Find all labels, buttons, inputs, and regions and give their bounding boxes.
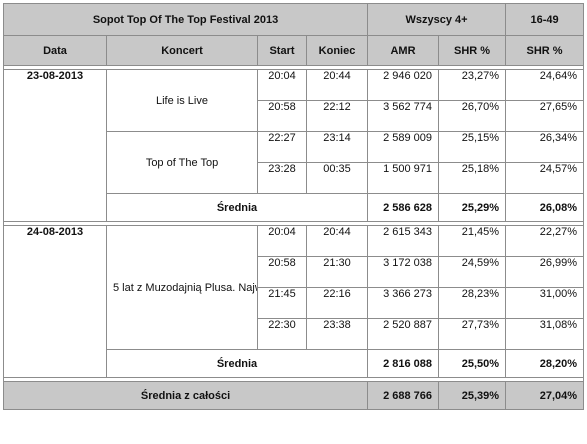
- column-header-concert: Koncert: [106, 35, 258, 66]
- column-header-start: Start: [257, 35, 307, 66]
- total-label: Średnia z całości: [2, 381, 369, 410]
- concert-cell: 5 lat z Muzodajnią Plusa. Największe prz…: [106, 225, 258, 350]
- shr-cell: 26,70%: [438, 100, 507, 132]
- average-label: Średnia: [105, 193, 369, 222]
- amr-cell: 1 500 971: [367, 162, 440, 194]
- end-cell: 22:12: [305, 100, 369, 132]
- average-amr: 2 586 628: [367, 193, 440, 222]
- column-header-date: Data: [3, 35, 107, 66]
- start-cell: 22:27: [257, 131, 307, 163]
- end-cell: 20:44: [305, 69, 369, 101]
- column-header-end: Koniec: [305, 35, 369, 66]
- table-row: 22:30 23:38 2 520 887 27,73% 31,08%: [4, 318, 585, 350]
- shr-cell: 25,18%: [438, 162, 507, 194]
- total-row: Średnia z całości 2 688 766 25,39% 27,04…: [2, 381, 585, 410]
- amr-cell: 3 562 774: [367, 100, 440, 132]
- start-cell: 20:58: [257, 100, 307, 132]
- shr-16-49-cell: 26,99%: [505, 256, 585, 288]
- average-shr-16-49: 28,20%: [505, 349, 585, 378]
- amr-cell: 2 520 887: [367, 318, 440, 350]
- average-shr: 25,29%: [438, 193, 507, 222]
- date-cell: 24-08-2013: [3, 225, 107, 378]
- start-cell: 20:58: [257, 256, 307, 288]
- end-cell: 20:44: [305, 225, 369, 257]
- amr-cell: 3 366 273: [367, 287, 440, 319]
- total-amr: 2 688 766: [367, 381, 440, 410]
- amr-cell: 2 946 020: [367, 69, 440, 101]
- date-cell: 23-08-2013: [3, 69, 107, 222]
- start-cell: 20:04: [257, 69, 307, 101]
- end-cell: 22:16: [305, 287, 369, 319]
- start-cell: 22:30: [257, 318, 307, 350]
- shr-16-49-cell: 31,00%: [505, 287, 585, 319]
- column-header-shr-16-49: SHR %: [505, 35, 585, 66]
- shr-16-49-cell: 24,57%: [505, 162, 585, 194]
- shr-cell: 25,15%: [438, 131, 507, 163]
- start-cell: 20:04: [257, 225, 307, 257]
- shr-16-49-cell: 24,64%: [505, 69, 585, 101]
- column-header-row: Data Koncert Start Koniec AMR SHR % SHR …: [3, 35, 585, 66]
- average-row: Średnia 2 816 088 25,50% 28,20%: [4, 349, 585, 378]
- audience-group-16-49: 16-49: [505, 3, 585, 36]
- shr-16-49-cell: 31,08%: [505, 318, 585, 350]
- column-header-amr: AMR: [367, 35, 440, 66]
- table-row: Top of The Top 22:27 23:14 2 589 009 25,…: [4, 131, 585, 194]
- shr-cell: 24,59%: [438, 256, 507, 288]
- shr-cell: 27,73%: [438, 318, 507, 350]
- shr-16-49-cell: 26,34%: [505, 131, 585, 163]
- end-cell: 00:35: [305, 162, 369, 194]
- start-cell: 21:45: [257, 287, 307, 319]
- shr-16-49-cell: 22,27%: [505, 225, 585, 257]
- table-row: 24-08-2013 5 lat z Muzodajnią Plusa. Naj…: [3, 225, 585, 378]
- total-shr: 25,39%: [438, 381, 507, 410]
- start-cell: 23:28: [257, 162, 307, 194]
- average-label: Średnia: [105, 349, 369, 378]
- average-row: Średnia 2 586 628 25,29% 26,08%: [4, 193, 585, 222]
- shr-cell: 23,27%: [438, 69, 507, 101]
- end-cell: 23:14: [305, 131, 369, 163]
- amr-cell: 2 615 343: [367, 225, 440, 257]
- shr-cell: 28,23%: [438, 287, 507, 319]
- amr-cell: 3 172 038: [367, 256, 440, 288]
- festival-title: Sopot Top Of The Top Festival 2013: [2, 3, 369, 36]
- column-header-shr: SHR %: [438, 35, 507, 66]
- end-cell: 21:30: [305, 256, 369, 288]
- average-amr: 2 816 088: [367, 349, 440, 378]
- concert-cell: Top of The Top: [106, 131, 258, 194]
- audience-group-all: Wszyscy 4+: [367, 3, 507, 36]
- average-shr-16-49: 26,08%: [505, 193, 585, 222]
- average-shr: 25,50%: [438, 349, 507, 378]
- shr-cell: 21,45%: [438, 225, 507, 257]
- concert-cell: Life is Live: [106, 69, 258, 132]
- amr-cell: 2 589 009: [367, 131, 440, 163]
- table-row: 20:58 22:12 3 562 774 26,70% 27,65%: [4, 100, 585, 132]
- title-row: Sopot Top Of The Top Festival 2013 Wszys…: [2, 3, 585, 36]
- ratings-table: Sopot Top Of The Top Festival 2013 Wszys…: [2, 3, 585, 410]
- total-shr-16-49: 27,04%: [505, 381, 585, 410]
- table-row: 23-08-2013 Life is Live 20:04 20:44 2 94…: [3, 69, 585, 222]
- shr-16-49-cell: 27,65%: [505, 100, 585, 132]
- end-cell: 23:38: [305, 318, 369, 350]
